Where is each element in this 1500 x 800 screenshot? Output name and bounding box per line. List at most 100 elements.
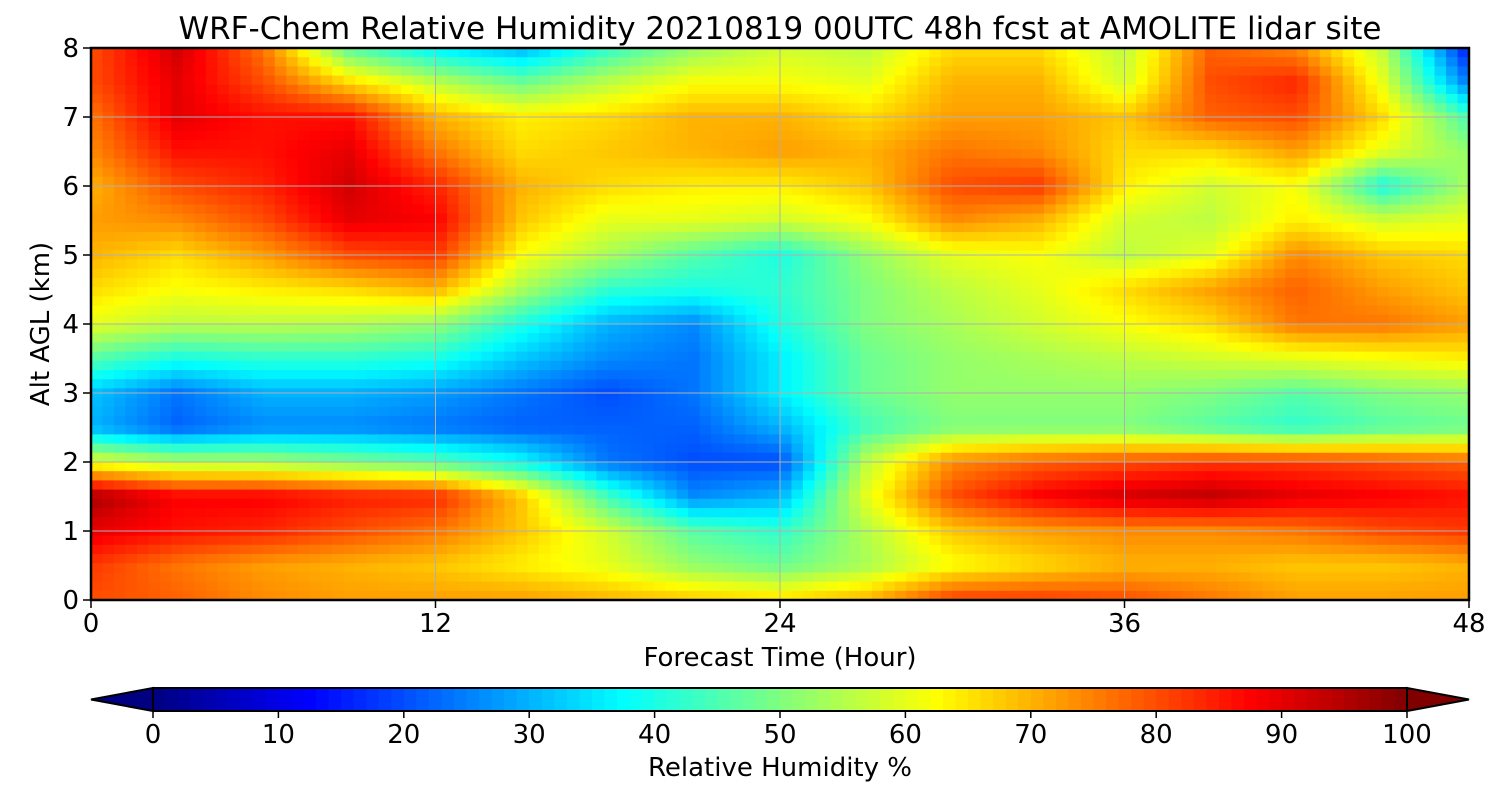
- heatmap-cell: [458, 342, 471, 353]
- heatmap-cell: [125, 94, 138, 104]
- heatmap-cell: [584, 397, 597, 408]
- heatmap-cell: [745, 416, 758, 426]
- heatmap-cell: [309, 75, 322, 86]
- heatmap-cell: [538, 66, 551, 77]
- heatmap-cell: [332, 397, 345, 408]
- heatmap-cell: [642, 121, 655, 132]
- heatmap-cell: [332, 379, 345, 389]
- heatmap-cell: [194, 370, 207, 380]
- heatmap-cell: [1423, 232, 1436, 242]
- heatmap-cell: [1090, 84, 1103, 95]
- heatmap-cell: [894, 186, 907, 196]
- heatmap-cell: [355, 103, 368, 113]
- heatmap-cell: [630, 425, 643, 435]
- heatmap-cell: [125, 360, 138, 371]
- heatmap-cell: [802, 222, 816, 233]
- heatmap-cell: [251, 416, 264, 426]
- heatmap-cell: [975, 204, 988, 215]
- heatmap-cell: [297, 351, 310, 362]
- heatmap-cell: [91, 103, 104, 113]
- heatmap-cell: [906, 167, 919, 178]
- heatmap-cell: [102, 94, 115, 104]
- heatmap-cell: [848, 305, 861, 316]
- heatmap-cell: [355, 130, 368, 141]
- heatmap-cell: [573, 416, 586, 426]
- heatmap-cell: [848, 351, 861, 362]
- heatmap-cell: [1044, 167, 1057, 178]
- heatmap-cell: [952, 213, 965, 224]
- heatmap-cell: [814, 406, 827, 417]
- heatmap-cell: [1365, 195, 1378, 205]
- heatmap-cell: [584, 268, 597, 279]
- heatmap-cell: [251, 305, 264, 316]
- heatmap-cell: [745, 186, 758, 196]
- heatmap-cell: [653, 84, 666, 95]
- heatmap-cell: [1181, 314, 1194, 325]
- heatmap-cell: [332, 103, 345, 113]
- heatmap-cell: [929, 425, 942, 435]
- heatmap-cell: [883, 241, 896, 251]
- heatmap-cell: [458, 103, 471, 113]
- heatmap-cell: [963, 305, 976, 316]
- heatmap-cell: [1067, 84, 1080, 95]
- heatmap-cell: [91, 204, 104, 215]
- heatmap-cell: [711, 195, 724, 205]
- heatmap-cell: [527, 57, 540, 67]
- heatmap-cell: [228, 259, 241, 270]
- heatmap-cell: [492, 259, 505, 270]
- heatmap-cell: [378, 48, 391, 58]
- heatmap-cell: [653, 397, 666, 408]
- heatmap-cell: [205, 324, 218, 334]
- heatmap-cell: [1147, 416, 1160, 426]
- heatmap-cell: [1113, 186, 1126, 196]
- heatmap-cell: [550, 103, 563, 113]
- heatmap-cell: [1009, 204, 1022, 215]
- heatmap-cell: [757, 222, 770, 233]
- heatmap-cell: [1181, 333, 1194, 343]
- heatmap-cell: [1308, 158, 1321, 169]
- heatmap-cell: [1434, 195, 1447, 205]
- heatmap-cell: [963, 186, 976, 196]
- heatmap-cell: [424, 94, 437, 104]
- heatmap-cell: [297, 232, 310, 242]
- heatmap-cell: [366, 278, 379, 288]
- heatmap-cell: [1090, 287, 1103, 297]
- heatmap-cell: [1331, 130, 1344, 141]
- heatmap-cell: [596, 232, 609, 242]
- heatmap-cell: [240, 397, 253, 408]
- heatmap-cell: [401, 416, 414, 426]
- heatmap-cell: [240, 195, 253, 205]
- heatmap-cell: [1216, 342, 1229, 353]
- heatmap-cell: [1193, 158, 1206, 169]
- heatmap-cell: [917, 296, 930, 307]
- heatmap-cell: [871, 305, 884, 316]
- heatmap-cell: [665, 259, 678, 270]
- heatmap-cell: [320, 103, 333, 113]
- heatmap-cell: [596, 416, 609, 426]
- heatmap-cell: [814, 57, 827, 67]
- heatmap-cell: [734, 397, 747, 408]
- heatmap-cell: [1365, 379, 1378, 389]
- heatmap-cell: [274, 167, 287, 178]
- heatmap-cell: [722, 351, 735, 362]
- heatmap-cell: [1239, 406, 1252, 417]
- heatmap-cell: [286, 296, 299, 307]
- heatmap-cell: [906, 84, 919, 95]
- heatmap-cell: [1457, 232, 1469, 242]
- heatmap-cell: [1181, 397, 1194, 408]
- heatmap-cell: [1193, 222, 1206, 233]
- heatmap-cell: [1216, 186, 1229, 196]
- heatmap-cell: [263, 268, 276, 279]
- heatmap-cell: [722, 296, 735, 307]
- heatmap-cell: [837, 158, 850, 169]
- heatmap-cell: [653, 75, 666, 86]
- heatmap-cell: [711, 130, 724, 141]
- heatmap-cell: [550, 140, 563, 150]
- heatmap-cell: [1193, 296, 1206, 307]
- heatmap-cell: [929, 195, 942, 205]
- heatmap-cell: [940, 48, 953, 58]
- heatmap-cell: [1113, 241, 1126, 251]
- heatmap-cell: [802, 287, 816, 297]
- heatmap-cell: [446, 259, 460, 270]
- heatmap-cell: [113, 158, 127, 169]
